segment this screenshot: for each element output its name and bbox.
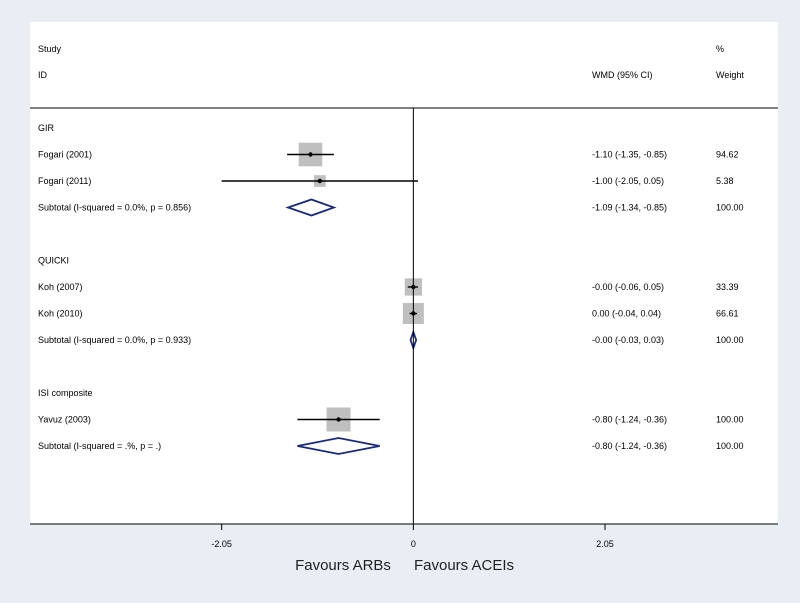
study-ci-text: -1.00 (-2.05, 0.05) <box>592 176 664 186</box>
point-estimate <box>336 417 341 422</box>
study-ci-text: -1.10 (-1.35, -0.85) <box>592 150 667 160</box>
x-tick-label: -2.05 <box>211 539 232 549</box>
header-id: ID <box>38 70 48 80</box>
subtotal-label: Subtotal (I-squared = 0.0%, p = 0.933) <box>38 335 191 345</box>
group-label: ISI composite <box>38 388 93 398</box>
study-weight: 33.39 <box>716 282 739 292</box>
group-label: GIR <box>38 123 55 133</box>
study-label: Koh (2007) <box>38 282 83 292</box>
subtotal-ci-text: -0.00 (-0.03, 0.03) <box>592 335 664 345</box>
header-wmd: WMD (95% CI) <box>592 70 653 80</box>
subtotal-ci-text: -1.09 (-1.34, -0.85) <box>592 203 667 213</box>
x-axis: -2.05 0 2.05 <box>211 108 614 549</box>
subtotal-diamond <box>409 329 418 351</box>
plot-area <box>30 22 778 524</box>
study-ci-text: 0.00 (-0.04, 0.04) <box>592 309 661 319</box>
group-label: QUICKI <box>38 256 69 266</box>
header-percent: % <box>716 44 724 54</box>
subtotal-label: Subtotal (I-squared = .%, p = .) <box>38 441 161 451</box>
subtotal-weight: 100.00 <box>716 203 744 213</box>
subtotal-diamond <box>297 437 380 455</box>
study-label: Fogari (2011) <box>38 176 91 186</box>
study-ci-text: -0.80 (-1.24, -0.36) <box>592 415 667 425</box>
header-study: Study <box>38 44 62 54</box>
study-weight: 94.62 <box>716 150 739 160</box>
x-tick-label: 0 <box>411 539 416 549</box>
study-label: Koh (2010) <box>38 309 83 319</box>
study-weight: 66.61 <box>716 309 739 319</box>
x-tick-label: 2.05 <box>596 539 614 549</box>
study-label: Yavuz (2003) <box>38 415 91 425</box>
subtotal-weight: 100.00 <box>716 335 744 345</box>
study-label: Fogari (2001) <box>38 150 92 160</box>
subtotal-label: Subtotal (I-squared = 0.0%, p = 0.856) <box>38 203 191 213</box>
study-weight: 100.00 <box>716 415 744 425</box>
subtotal-diamond <box>285 198 337 217</box>
subtotal-weight: 100.00 <box>716 441 744 451</box>
point-estimate <box>308 152 313 157</box>
xlabel-right: Favours ACEIs <box>414 557 514 574</box>
point-estimate <box>317 178 323 184</box>
study-weight: 5.38 <box>716 176 734 186</box>
xlabel-left: Favours ARBs <box>295 557 391 574</box>
subtotal-ci-text: -0.80 (-1.24, -0.36) <box>592 441 667 451</box>
forest-rows: GIR Fogari (2001) -1.10 (-1.35, -0.85) 94.6… <box>38 123 744 455</box>
header-weight: Weight <box>716 70 744 80</box>
study-ci-text: -0.00 (-0.06, 0.05) <box>592 282 664 292</box>
